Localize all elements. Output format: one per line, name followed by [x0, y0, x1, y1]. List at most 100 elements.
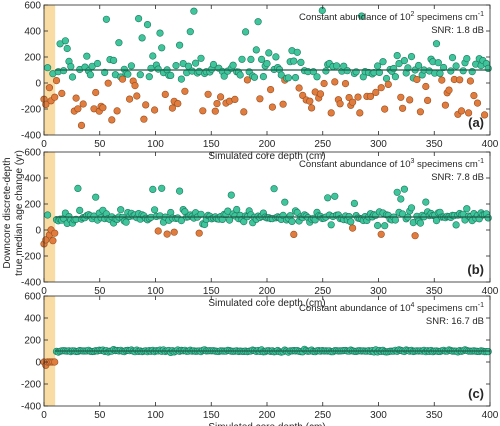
- x-tick-label: 150: [203, 410, 220, 421]
- scatter-point: [238, 55, 246, 63]
- scatter-point: [350, 199, 359, 207]
- scatter-point-negative: [99, 104, 107, 112]
- y-tick-label: 600: [24, 1, 41, 12]
- scatter-point: [447, 67, 455, 75]
- y-tick-label: 600: [24, 292, 41, 303]
- x-tick-label: 300: [370, 286, 387, 297]
- scatter-point-negative: [320, 79, 328, 88]
- scatter-point: [124, 70, 132, 78]
- scatter-point: [156, 29, 164, 37]
- scatter-point-negative: [377, 230, 385, 238]
- x-tick-label: 300: [370, 410, 387, 421]
- x-tick-label: 200: [259, 139, 276, 150]
- scatter-point-negative: [131, 81, 139, 90]
- scatter-point: [172, 61, 180, 70]
- scatter-point-negative: [268, 103, 277, 111]
- scatter-point: [229, 61, 237, 69]
- scatter-point-negative: [51, 229, 59, 237]
- panel-1: 0 50 100 150 200 250 300 350 400 -400 -200 0 200 400 6…: [21, 148, 499, 310]
- scatter-point-negative: [77, 121, 86, 129]
- scatter-point: [122, 218, 130, 226]
- scatter-point-negative: [58, 89, 66, 97]
- scatter-point: [263, 59, 271, 68]
- scatter-point-negative: [72, 94, 80, 102]
- scatter-point: [61, 37, 70, 45]
- scatter-point: [318, 6, 326, 15]
- highlight-band: [44, 296, 56, 406]
- scatter-point: [463, 54, 471, 63]
- scatter-point: [391, 216, 400, 224]
- scatter-point: [176, 41, 184, 49]
- x-tick-label: 0: [41, 139, 47, 150]
- scatter-point-negative: [465, 109, 473, 117]
- scatter-point-negative: [406, 96, 414, 104]
- scatter-point: [452, 62, 460, 70]
- y-tick-label: 0: [35, 226, 41, 237]
- scatter-point: [459, 67, 467, 75]
- scatter-point-negative: [473, 99, 482, 107]
- x-tick-label: 250: [314, 410, 331, 421]
- panel-0: 0 50 100 150 200 250 300 350 400 -400 -200 0 200 400 6…: [21, 1, 499, 163]
- scatter-point: [136, 71, 144, 79]
- scatter-point-negative: [240, 108, 248, 116]
- scatter-point-negative: [424, 96, 432, 104]
- scatter-point: [331, 192, 339, 200]
- x-tick-label: 100: [147, 286, 164, 297]
- scatter-point-negative: [381, 105, 389, 113]
- scatter-point-negative: [118, 75, 127, 83]
- scatter-point: [333, 62, 341, 70]
- scatter-point: [209, 60, 218, 69]
- scatter-point-negative: [327, 109, 335, 117]
- scatter-point: [272, 53, 280, 61]
- scatter-point-negative: [316, 90, 325, 98]
- scatter-point: [297, 58, 305, 67]
- scatter-point-negative: [195, 229, 203, 237]
- x-axis-label: Simulated core depth (cm): [208, 151, 325, 162]
- scatter-point: [151, 206, 159, 214]
- scatter-point: [440, 63, 448, 72]
- scatter-point: [158, 184, 166, 192]
- y-tick-label: -400: [21, 131, 41, 142]
- scatter-point-negative: [413, 75, 421, 84]
- snr-annotation: SNR: 16.7 dB: [426, 316, 484, 327]
- scatter-point: [422, 198, 430, 206]
- scatter-point-negative: [438, 76, 446, 84]
- scatter-point: [177, 75, 185, 83]
- scatter-point: [382, 74, 391, 83]
- scatter-point: [452, 221, 460, 229]
- scatter-point: [138, 34, 146, 42]
- scatter-point: [145, 73, 153, 81]
- scatter-point-negative: [231, 95, 239, 103]
- x-tick-label: 350: [426, 410, 443, 421]
- snr-annotation: SNR: 7.8 dB: [431, 172, 484, 183]
- scatter-point-negative: [49, 237, 57, 245]
- scatter-point: [397, 195, 405, 203]
- scatter-point: [436, 69, 444, 77]
- y-tick-label: -200: [21, 252, 41, 263]
- scatter-point: [416, 219, 425, 227]
- scatter-point: [432, 40, 441, 48]
- scatter-point-negative: [416, 108, 425, 116]
- scatter-point-negative: [331, 78, 339, 86]
- scatter-point: [484, 348, 492, 356]
- scatter-point: [293, 48, 301, 56]
- scatter-point-negative: [104, 79, 112, 87]
- scatter-point: [265, 49, 273, 57]
- scatter-point: [233, 205, 241, 214]
- scatter-point-negative: [397, 93, 405, 101]
- scatter-point-negative: [92, 88, 100, 97]
- panel-label: (b): [467, 262, 484, 277]
- abundance-annotation: Constant abundance of 104 specimens cm-1: [299, 302, 484, 314]
- scatter-point: [143, 21, 152, 29]
- scatter-point-negative: [243, 76, 251, 84]
- scatter-point: [374, 221, 382, 230]
- scatter-point-negative: [108, 116, 116, 124]
- scatter-point: [92, 193, 100, 201]
- scatter-point-negative: [341, 79, 350, 88]
- scatter-point-negative: [133, 92, 141, 100]
- scatter-point: [400, 56, 409, 65]
- scatter-point: [43, 64, 52, 72]
- scatter-point-negative: [399, 104, 407, 112]
- x-tick-label: 150: [203, 286, 220, 297]
- scatter-point: [288, 217, 296, 225]
